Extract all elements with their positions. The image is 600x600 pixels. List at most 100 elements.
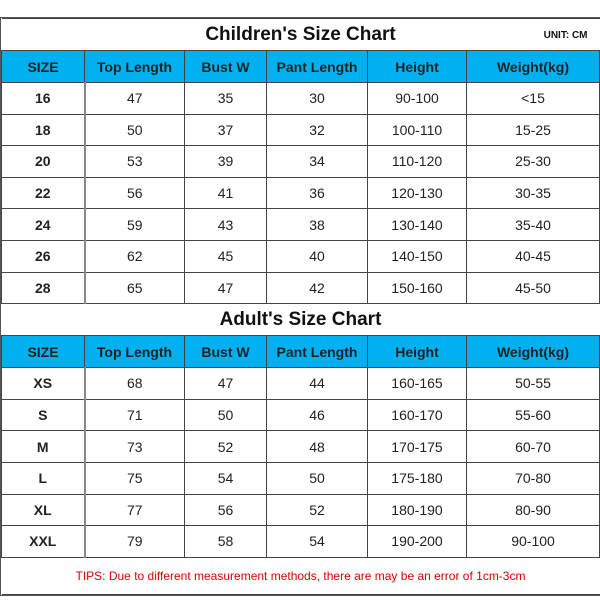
- size-cell: L: [1, 461, 86, 495]
- table-cell: 45-50: [466, 271, 600, 305]
- table-cell: 58: [184, 525, 267, 558]
- size-cell: XL: [1, 493, 86, 527]
- table-cell: 40-45: [466, 239, 600, 273]
- table-cell: 59: [84, 208, 185, 241]
- table-cell: 36: [266, 176, 368, 210]
- table-row: M 73 52 48 170-175 60-70: [1, 430, 600, 463]
- table-cell: 62: [84, 239, 185, 273]
- table-cell: 43: [184, 208, 267, 241]
- table-cell: 70-80: [466, 461, 600, 495]
- table-cell: 25-30: [466, 145, 600, 178]
- table-cell: 30-35: [466, 176, 600, 210]
- column-header: Weight(kg): [466, 50, 600, 83]
- unit-label: UNIT: CM: [543, 30, 588, 41]
- size-cell: 16: [1, 82, 86, 115]
- column-header: Top Length: [84, 335, 185, 369]
- table-cell: 190-200: [367, 525, 467, 558]
- table-cell: 38: [266, 208, 368, 241]
- table-cell: 48: [266, 430, 368, 463]
- table-cell: 35-40: [466, 208, 600, 241]
- table-cell: 160-170: [367, 398, 467, 432]
- tips-text: TIPS: Due to different measurement metho…: [1, 556, 600, 595]
- size-cell: XS: [1, 367, 86, 400]
- table-row: XS 68 47 44 160-165 50-55: [1, 367, 600, 400]
- table-cell: 47: [184, 367, 267, 400]
- table-cell: 79: [84, 525, 185, 558]
- table-cell: 80-90: [466, 493, 600, 527]
- table-cell: 40: [266, 239, 368, 273]
- table-row: 26 62 45 40 140-150 40-45: [1, 239, 600, 273]
- size-cell: M: [1, 430, 86, 463]
- size-cell: S: [1, 398, 86, 432]
- children-title-row: Children's Size Chart UNIT: CM: [1, 18, 600, 51]
- size-cell: 24: [1, 208, 86, 241]
- table-cell: 54: [184, 461, 267, 495]
- table-cell: 160-165: [367, 367, 467, 400]
- column-header: Height: [367, 335, 467, 369]
- table-cell: 53: [84, 145, 185, 178]
- table-cell: 170-175: [367, 430, 467, 463]
- table-row: XXL 79 58 54 190-200 90-100: [1, 525, 600, 558]
- adult-title-row: Adult's Size Chart: [1, 303, 600, 337]
- table-cell: 56: [84, 176, 185, 210]
- table-cell: 55-60: [466, 398, 600, 432]
- table-cell: 52: [266, 493, 368, 527]
- table-cell: 65: [84, 271, 185, 305]
- size-cell: XXL: [1, 525, 86, 558]
- column-header: Top Length: [84, 50, 185, 83]
- table-cell: 71: [84, 398, 185, 432]
- table-row: 28 65 47 42 150-160 45-50: [1, 271, 600, 305]
- table-cell: 47: [184, 271, 267, 305]
- table-cell: <15: [466, 82, 600, 115]
- table-cell: 100-110: [367, 113, 467, 147]
- table-cell: 90-100: [466, 525, 600, 558]
- table-cell: 30: [266, 82, 368, 115]
- size-chart: Children's Size Chart UNIT: CM SIZE Top Len…: [0, 17, 600, 596]
- table-row: 22 56 41 36 120-130 30-35: [1, 176, 600, 210]
- table-cell: 47: [84, 82, 185, 115]
- table-cell: 90-100: [367, 82, 467, 115]
- table-cell: 42: [266, 271, 368, 305]
- table-cell: 41: [184, 176, 267, 210]
- table-cell: 50: [184, 398, 267, 432]
- table-cell: 73: [84, 430, 185, 463]
- table-cell: 180-190: [367, 493, 467, 527]
- table-cell: 34: [266, 145, 368, 178]
- table-cell: 44: [266, 367, 368, 400]
- tips-row: TIPS: Due to different measurement metho…: [1, 556, 600, 595]
- size-cell: 18: [1, 113, 86, 147]
- table-cell: 150-160: [367, 271, 467, 305]
- table-cell: 50-55: [466, 367, 600, 400]
- table-cell: 110-120: [367, 145, 467, 178]
- table-cell: 37: [184, 113, 267, 147]
- adult-header-row: SIZE Top Length Bust W Pant Length Height Wei…: [1, 335, 600, 369]
- table-cell: 32: [266, 113, 368, 147]
- table-cell: 140-150: [367, 239, 467, 273]
- table-cell: 68: [84, 367, 185, 400]
- table-cell: 50: [84, 113, 185, 147]
- table-cell: 52: [184, 430, 267, 463]
- table-cell: 39: [184, 145, 267, 178]
- table-row: S 71 50 46 160-170 55-60: [1, 398, 600, 432]
- table-cell: 60-70: [466, 430, 600, 463]
- table-cell: 56: [184, 493, 267, 527]
- table-cell: 15-25: [466, 113, 600, 147]
- table-row: 16 47 35 30 90-100 <15: [1, 82, 600, 115]
- children-header-row: SIZE Top Length Bust W Pant Length Height Wei…: [1, 50, 600, 83]
- size-table: Children's Size Chart UNIT: CM SIZE Top Len…: [1, 18, 600, 595]
- column-header: SIZE: [1, 50, 85, 83]
- table-cell: 54: [266, 525, 368, 558]
- table-cell: 46: [266, 398, 368, 432]
- table-cell: 50: [266, 461, 368, 495]
- table-cell: 75: [84, 461, 185, 495]
- table-cell: 35: [184, 82, 267, 115]
- table-row: 24 59 43 38 130-140 35-40: [1, 208, 600, 241]
- size-cell: 20: [1, 145, 86, 178]
- children-title: Children's Size Chart UNIT: CM: [1, 18, 600, 51]
- table-cell: 120-130: [367, 176, 467, 210]
- size-cell: 22: [1, 176, 86, 210]
- column-header: Bust W: [184, 50, 267, 83]
- table-row: 20 53 39 34 110-120 25-30: [1, 145, 600, 178]
- adult-title: Adult's Size Chart: [1, 303, 600, 337]
- table-row: XL 77 56 52 180-190 80-90: [1, 493, 600, 527]
